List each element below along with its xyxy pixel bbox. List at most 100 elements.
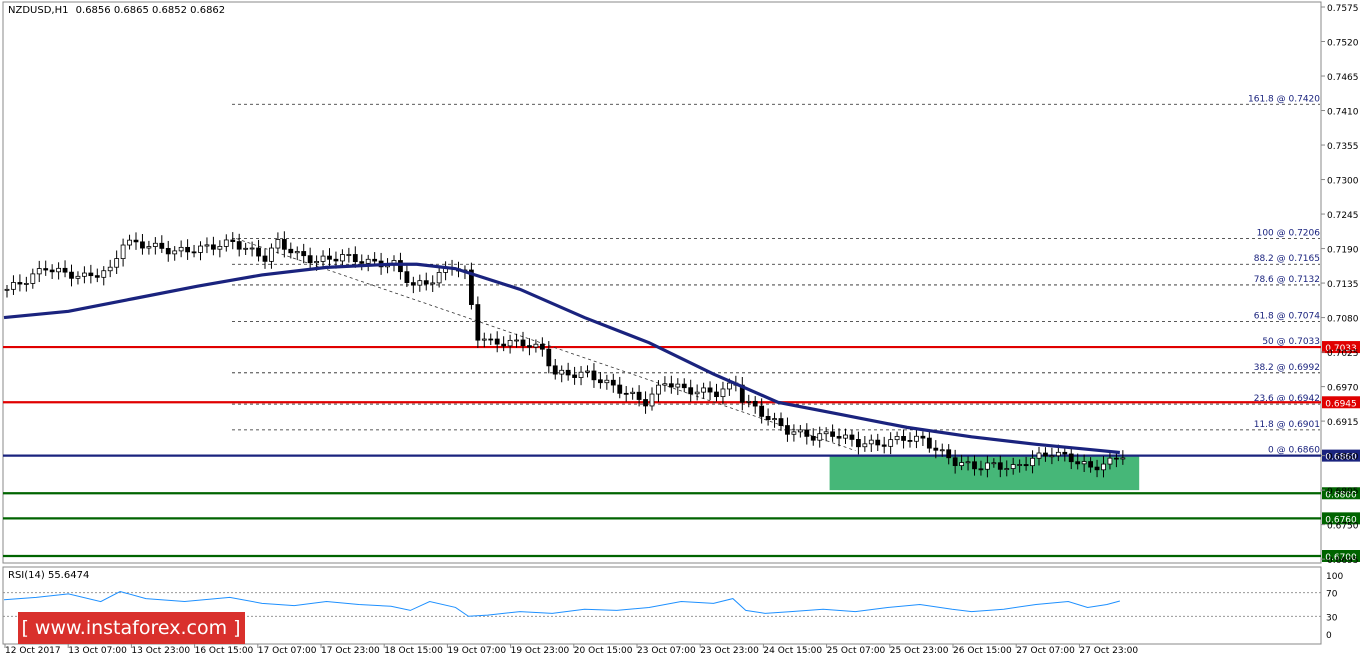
time-axis-label: 12 Oct 2017 bbox=[5, 646, 61, 656]
candle-body bbox=[346, 254, 352, 256]
candle-body bbox=[327, 255, 332, 260]
candle-body bbox=[810, 435, 816, 441]
candle bbox=[830, 424, 835, 442]
time-axis-label: 23 Oct 23:00 bbox=[700, 646, 759, 656]
time-axis-label: 20 Oct 15:00 bbox=[574, 646, 633, 656]
rsi-axis-label: 30 bbox=[1326, 613, 1338, 623]
candle bbox=[236, 233, 242, 257]
candle bbox=[501, 336, 507, 352]
candle bbox=[217, 240, 223, 258]
candle-body bbox=[610, 379, 616, 386]
candle-body bbox=[836, 436, 842, 439]
time-axis-label: 19 Oct 23:00 bbox=[511, 646, 570, 656]
candle-body bbox=[417, 280, 423, 286]
price-axis-label: 0.7575 bbox=[1327, 4, 1359, 14]
candle-body bbox=[501, 343, 507, 347]
candle bbox=[359, 254, 365, 271]
candle-body bbox=[185, 246, 191, 253]
candle-body bbox=[920, 435, 926, 439]
candle bbox=[1081, 454, 1087, 472]
price-axis-label: 0.7300 bbox=[1327, 177, 1359, 187]
candle-body bbox=[746, 400, 752, 403]
level-price-label: 0.6860 bbox=[1325, 453, 1357, 463]
candle bbox=[417, 274, 423, 292]
candle-body bbox=[94, 275, 100, 278]
candle-body bbox=[314, 261, 320, 264]
candle bbox=[82, 266, 87, 284]
level-price-tag bbox=[1322, 487, 1360, 500]
candle bbox=[1030, 450, 1035, 474]
candle-body bbox=[946, 449, 952, 459]
candle bbox=[56, 262, 61, 280]
candle-body bbox=[520, 339, 526, 347]
candle-body bbox=[643, 399, 648, 407]
candle bbox=[868, 434, 874, 452]
fib-level-label: 50 @ 0.7033 bbox=[1262, 337, 1320, 347]
candle bbox=[1049, 447, 1055, 465]
candle bbox=[662, 376, 668, 392]
candle bbox=[127, 234, 132, 250]
rsi-axis-label: 70 bbox=[1326, 590, 1338, 600]
moving-average-line bbox=[3, 262, 1121, 455]
candle-body bbox=[301, 251, 307, 257]
candle-body bbox=[694, 391, 700, 395]
candle-body bbox=[527, 345, 532, 348]
candle bbox=[746, 394, 752, 408]
candle-body bbox=[1049, 455, 1055, 458]
candle bbox=[430, 275, 436, 292]
candle-body bbox=[630, 391, 636, 394]
candle bbox=[617, 376, 623, 399]
candle-body bbox=[1062, 451, 1068, 455]
time-axis-label: 25 Oct 23:00 bbox=[890, 646, 949, 656]
candle-body bbox=[172, 250, 178, 255]
candle-body bbox=[23, 283, 29, 285]
candle bbox=[875, 433, 881, 451]
candle bbox=[1120, 450, 1126, 465]
candle-body bbox=[114, 258, 120, 268]
candle bbox=[101, 266, 107, 286]
candle bbox=[843, 428, 848, 444]
candle-body bbox=[533, 343, 539, 348]
candle bbox=[939, 443, 945, 457]
candle-body bbox=[727, 382, 732, 390]
candle bbox=[610, 373, 616, 393]
candle bbox=[572, 366, 577, 385]
candle bbox=[817, 426, 823, 448]
candle-body bbox=[243, 247, 249, 250]
candle-body bbox=[4, 288, 10, 291]
candle bbox=[346, 247, 352, 263]
level-price-tag bbox=[1322, 449, 1360, 462]
candle-body bbox=[856, 439, 861, 448]
level-price-label: 0.6800 bbox=[1325, 490, 1357, 500]
symbol-label: NZDUSD,H1 0.6856 0.6865 0.6852 0.6862 bbox=[8, 5, 225, 16]
candle-body bbox=[894, 436, 900, 441]
candle-body bbox=[914, 435, 919, 442]
candle-body bbox=[959, 462, 964, 467]
candle bbox=[849, 429, 855, 447]
candle-body bbox=[1055, 451, 1061, 457]
candle-body bbox=[359, 261, 365, 264]
candle bbox=[30, 268, 36, 289]
candle-body bbox=[1068, 453, 1074, 463]
candle-body bbox=[269, 247, 274, 262]
fib-level-label: 23.6 @ 0.6942 bbox=[1254, 394, 1320, 404]
candle bbox=[114, 250, 120, 274]
candle bbox=[152, 237, 158, 255]
candle-body bbox=[759, 405, 765, 417]
candle bbox=[952, 449, 958, 474]
candle-body bbox=[888, 439, 894, 447]
candle-body bbox=[507, 339, 513, 347]
fib-level-label: 100 @ 0.7206 bbox=[1257, 229, 1321, 239]
candle-body bbox=[591, 370, 597, 381]
candle bbox=[643, 391, 648, 414]
candle bbox=[668, 375, 674, 394]
candle-body bbox=[36, 268, 42, 275]
candle-body bbox=[791, 431, 797, 435]
watermark-background bbox=[18, 612, 245, 644]
candle-body bbox=[926, 437, 932, 449]
candle bbox=[623, 386, 629, 402]
candle-body bbox=[191, 251, 197, 254]
candle bbox=[327, 248, 332, 267]
level-price-label: 0.6760 bbox=[1325, 515, 1357, 525]
candle bbox=[398, 252, 403, 280]
